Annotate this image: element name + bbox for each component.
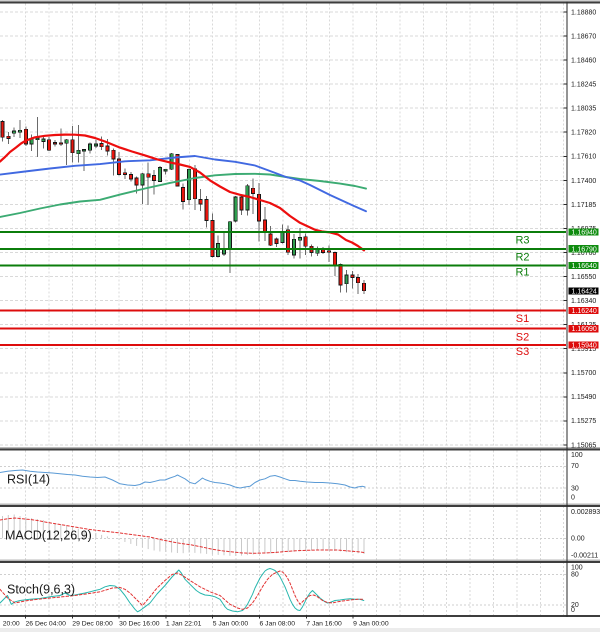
svg-text:1.15700: 1.15700 — [571, 370, 596, 377]
svg-text:1 Jan 22:01: 1 Jan 22:01 — [166, 621, 202, 628]
svg-text:S3: S3 — [516, 346, 529, 358]
svg-text:29 Dec 08:00: 29 Dec 08:00 — [72, 621, 113, 628]
svg-text:20: 20 — [571, 602, 579, 609]
svg-text:S2: S2 — [516, 331, 529, 343]
svg-text:70: 70 — [571, 463, 579, 470]
svg-text:1.18670: 1.18670 — [571, 33, 596, 40]
svg-text:R2: R2 — [515, 251, 529, 263]
svg-text:5 Jan 00:00: 5 Jan 00:00 — [213, 621, 249, 628]
svg-text:1.16940: 1.16940 — [572, 230, 597, 237]
svg-text:100: 100 — [571, 452, 583, 459]
svg-text:1.16340: 1.16340 — [571, 298, 596, 305]
svg-text:1.16790: 1.16790 — [572, 246, 597, 253]
svg-text:MACD(12,26,9): MACD(12,26,9) — [5, 529, 92, 543]
svg-text:9 Jan 00:00: 9 Jan 00:00 — [353, 621, 389, 628]
svg-text:1.18035: 1.18035 — [571, 106, 596, 113]
svg-text:0: 0 — [571, 607, 575, 614]
svg-text:-0.00211: -0.00211 — [571, 552, 598, 559]
svg-text:30 Dec 16:00: 30 Dec 16:00 — [119, 621, 160, 628]
svg-text:1.15275: 1.15275 — [571, 418, 596, 425]
svg-text:0: 0 — [571, 495, 575, 502]
svg-text:1.17400: 1.17400 — [571, 178, 596, 185]
svg-text:1.16760: 1.16760 — [571, 250, 596, 257]
svg-text:80: 80 — [571, 572, 579, 579]
svg-text:1.15065: 1.15065 — [571, 442, 596, 449]
svg-text:7 Jan 16:00: 7 Jan 16:00 — [306, 621, 342, 628]
svg-text:1.15490: 1.15490 — [571, 394, 596, 401]
svg-text:1.16424: 1.16424 — [572, 288, 597, 295]
svg-text:1.15915: 1.15915 — [571, 346, 596, 353]
svg-text:0.002893: 0.002893 — [571, 509, 600, 516]
svg-text:1.16090: 1.16090 — [572, 326, 597, 333]
svg-text:1.16240: 1.16240 — [572, 308, 597, 315]
svg-text:26 Dec 04:00: 26 Dec 04:00 — [26, 621, 67, 628]
svg-text:1.16550: 1.16550 — [571, 274, 596, 281]
svg-text:1.18880: 1.18880 — [571, 9, 596, 16]
svg-text:RSI(14): RSI(14) — [7, 473, 50, 487]
svg-text:30: 30 — [571, 485, 579, 492]
svg-text:1.17820: 1.17820 — [571, 130, 596, 137]
svg-text:S1: S1 — [516, 313, 529, 325]
svg-text:1.18245: 1.18245 — [571, 82, 596, 89]
svg-text:R3: R3 — [515, 235, 529, 247]
svg-text:R1: R1 — [515, 267, 529, 279]
svg-text:0.00: 0.00 — [571, 536, 585, 543]
svg-text:Stoch(9,6,3): Stoch(9,6,3) — [7, 583, 75, 597]
svg-text:1.16640: 1.16640 — [572, 263, 597, 270]
svg-text:1.18460: 1.18460 — [571, 58, 596, 65]
svg-text:1.17610: 1.17610 — [571, 154, 596, 161]
svg-text:20:00: 20:00 — [3, 621, 20, 628]
svg-text:6 Jan 08:00: 6 Jan 08:00 — [260, 621, 296, 628]
svg-text:100: 100 — [571, 565, 583, 572]
svg-text:1.17185: 1.17185 — [571, 202, 596, 209]
svg-text:1.15940: 1.15940 — [572, 343, 597, 350]
